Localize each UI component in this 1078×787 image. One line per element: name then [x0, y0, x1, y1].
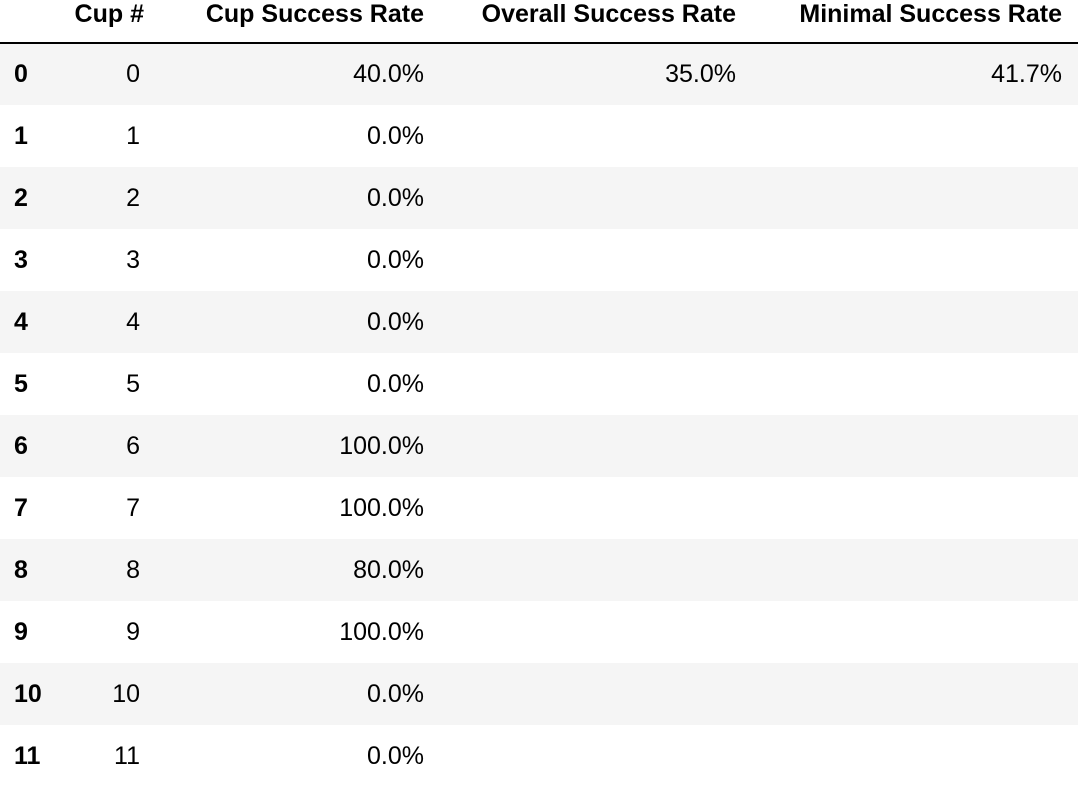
cell-minimal-success-rate: 41.7%	[991, 60, 1062, 88]
index-column-header	[0, 0, 60, 44]
cell-cup-success-rate: 0.0%	[367, 741, 424, 770]
cell-cup-success-rate: 40.0%	[353, 60, 424, 88]
cell-cup-number: 3	[126, 245, 140, 274]
table-row: 6 6 100.0%	[0, 415, 1078, 477]
cell-minimal-success-rate	[752, 663, 1078, 725]
cell-cup-success-rate: 0.0%	[367, 183, 424, 212]
cell-minimal-success-rate	[752, 353, 1078, 415]
cell-cup-success-rate: 0.0%	[367, 245, 424, 274]
cell-cup-number: 11	[114, 741, 140, 770]
table-row: 2 2 0.0%	[0, 167, 1078, 229]
cell-overall-success-rate	[440, 229, 752, 291]
cell-cup-number: 5	[126, 369, 140, 398]
cell-overall-success-rate	[440, 601, 752, 663]
cell-minimal-success-rate	[752, 601, 1078, 663]
table-row: 10 10 0.0%	[0, 663, 1078, 725]
cell-cup-number: 0	[126, 60, 140, 88]
cell-minimal-success-rate	[752, 167, 1078, 229]
row-index: 0	[14, 60, 28, 88]
row-index: 6	[14, 431, 28, 460]
table-row: 7 7 100.0%	[0, 477, 1078, 539]
table-row: 8 8 80.0%	[0, 539, 1078, 601]
table-row: 9 9 100.0%	[0, 601, 1078, 663]
cell-cup-number: 6	[126, 431, 140, 460]
table-row: 5 5 0.0%	[0, 353, 1078, 415]
cell-cup-success-rate: 100.0%	[339, 617, 424, 646]
row-index: 3	[14, 245, 28, 274]
cell-overall-success-rate	[440, 291, 752, 353]
cell-overall-success-rate: 35.0%	[665, 60, 736, 88]
cell-cup-number: 8	[126, 555, 140, 584]
cell-overall-success-rate	[440, 539, 752, 601]
cell-cup-number: 2	[126, 183, 140, 212]
cell-overall-success-rate	[440, 167, 752, 229]
cell-cup-success-rate: 0.0%	[367, 307, 424, 336]
cell-minimal-success-rate	[752, 415, 1078, 477]
cell-cup-number: 1	[126, 121, 140, 150]
cell-overall-success-rate	[440, 415, 752, 477]
row-index: 8	[14, 555, 28, 584]
cell-overall-success-rate	[440, 725, 752, 787]
cell-cup-number: 9	[126, 617, 140, 646]
table-row: 4 4 0.0%	[0, 291, 1078, 353]
column-header-cup-number: Cup #	[60, 0, 160, 44]
column-header-overall-success-rate: Overall Success Rate	[440, 0, 752, 44]
table-row: 3 3 0.0%	[0, 229, 1078, 291]
cell-overall-success-rate	[440, 353, 752, 415]
cell-cup-success-rate: 100.0%	[339, 493, 424, 522]
cell-minimal-success-rate	[752, 539, 1078, 601]
cell-overall-success-rate	[440, 477, 752, 539]
cell-minimal-success-rate	[752, 105, 1078, 167]
cell-cup-success-rate: 0.0%	[367, 679, 424, 708]
row-index: 5	[14, 369, 28, 398]
cell-minimal-success-rate	[752, 291, 1078, 353]
cell-cup-number: 4	[126, 307, 140, 336]
table-row: 0 0 40.0% 35.0% 41.7%	[0, 43, 1078, 105]
cell-minimal-success-rate	[752, 477, 1078, 539]
row-index: 2	[14, 183, 28, 212]
cell-cup-success-rate: 0.0%	[367, 369, 424, 398]
column-header-cup-success-rate: Cup Success Rate	[160, 0, 440, 44]
table-header: Cup # Cup Success Rate Overall Success R…	[0, 0, 1078, 44]
row-index: 9	[14, 617, 28, 646]
row-index: 10	[14, 679, 42, 708]
cell-overall-success-rate	[440, 663, 752, 725]
cell-cup-success-rate: 100.0%	[339, 431, 424, 460]
table-row: 11 11 0.0%	[0, 725, 1078, 787]
table-row: 1 1 0.0%	[0, 105, 1078, 167]
row-index: 4	[14, 307, 28, 336]
cell-minimal-success-rate	[752, 725, 1078, 787]
header-row: Cup # Cup Success Rate Overall Success R…	[0, 0, 1078, 44]
cell-overall-success-rate	[440, 105, 752, 167]
cell-cup-success-rate: 0.0%	[367, 121, 424, 150]
row-index: 7	[14, 493, 28, 522]
cell-cup-number: 10	[112, 679, 140, 708]
row-index: 11	[14, 741, 41, 770]
column-header-minimal-success-rate: Minimal Success Rate	[752, 0, 1078, 44]
row-index: 1	[14, 121, 28, 150]
cell-cup-success-rate: 80.0%	[353, 555, 424, 584]
cell-minimal-success-rate	[752, 229, 1078, 291]
cell-cup-number: 7	[126, 493, 140, 522]
table-body: 0 0 40.0% 35.0% 41.7% 1 1 0.0% 2 2 0.0% 3 3 0.0% 4 4 0.0…	[0, 43, 1078, 787]
